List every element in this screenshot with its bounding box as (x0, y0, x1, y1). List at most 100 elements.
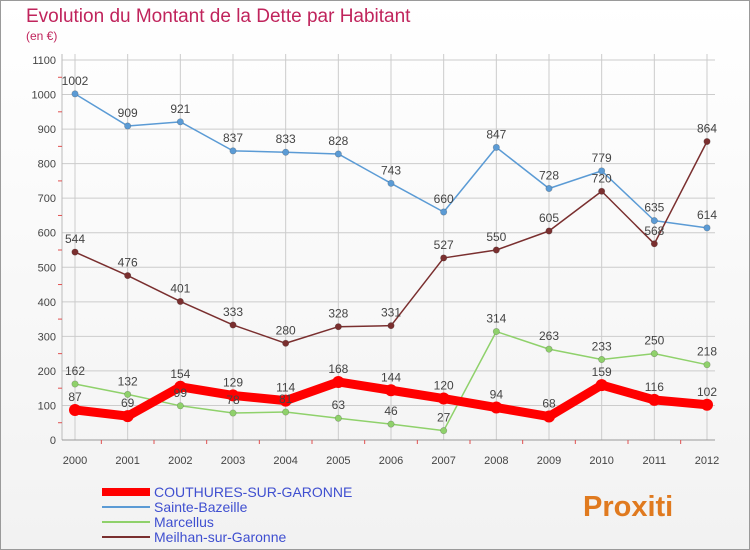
data-point (490, 401, 503, 414)
chart-title: Evolution du Montant de la Dette par Hab… (26, 6, 411, 27)
data-label: 144 (381, 370, 401, 384)
data-point (332, 375, 345, 388)
data-label: 63 (332, 398, 346, 412)
data-label: 864 (697, 122, 717, 136)
data-label: 102 (697, 385, 717, 399)
data-label: 132 (118, 374, 138, 388)
data-label: 81 (279, 392, 293, 406)
y-tick-label-1000: 1000 (32, 90, 56, 102)
data-point (701, 398, 713, 411)
x-tick-label-2007: 2007 (431, 455, 455, 467)
data-label: 660 (434, 192, 454, 206)
data-label: 333 (223, 305, 243, 319)
y-tick-label-800: 800 (38, 159, 56, 171)
data-label: 401 (170, 281, 190, 295)
data-point (71, 248, 79, 256)
data-point (492, 328, 500, 336)
data-label: 568 (644, 224, 664, 238)
data-label: 114 (276, 381, 295, 395)
data-label: 159 (592, 365, 612, 379)
data-label: 116 (645, 380, 664, 394)
data-point (492, 143, 500, 151)
y-tick-label-600: 600 (38, 228, 56, 240)
data-point (282, 148, 290, 156)
chart-subtitle: (en €) (26, 29, 57, 43)
data-point (440, 254, 448, 262)
data-point (174, 380, 187, 393)
data-label: 527 (434, 238, 454, 252)
data-point (598, 356, 606, 364)
data-point (229, 409, 237, 417)
data-point (545, 185, 553, 193)
data-point (385, 384, 397, 397)
x-tick-label-2009: 2009 (537, 455, 561, 467)
x-tick-label-2008: 2008 (484, 455, 508, 467)
y-tick-label-1100: 1100 (32, 55, 56, 67)
data-label: 550 (486, 230, 506, 244)
data-point (282, 408, 290, 416)
data-label: 68 (542, 397, 556, 411)
data-point (703, 224, 711, 232)
data-point (437, 392, 450, 405)
data-label: 605 (539, 211, 559, 225)
data-point (229, 147, 237, 155)
data-labels: 87 69 154 129 114 168 144 120 94 68 159 116 102 1002 9… (62, 74, 718, 425)
data-label: 99 (174, 386, 188, 400)
data-point (282, 339, 290, 347)
data-point (176, 402, 184, 410)
data-label: 154 (170, 367, 190, 381)
data-point (124, 390, 132, 398)
data-point (440, 427, 448, 435)
data-point (124, 272, 132, 280)
series-lines (69, 90, 713, 435)
data-point (650, 350, 658, 358)
data-label: 743 (381, 163, 401, 177)
data-label: 720 (592, 171, 612, 185)
x-tick-label-2006: 2006 (379, 455, 403, 467)
x-tick-label-2011: 2011 (643, 455, 667, 467)
data-label: 837 (223, 131, 243, 145)
data-point (121, 410, 134, 423)
data-label: 162 (65, 364, 85, 378)
data-label: 263 (539, 329, 559, 343)
data-point (703, 361, 711, 369)
legend-label-3: Meilhan-sur-Garonne (154, 529, 286, 545)
logo-text: Proxiti (583, 491, 673, 523)
data-point (334, 414, 342, 422)
data-label: 909 (118, 106, 138, 120)
data-point (124, 122, 132, 130)
data-label: 250 (644, 334, 664, 348)
data-point (598, 167, 606, 175)
data-label: 828 (328, 134, 348, 148)
data-point (227, 389, 239, 402)
data-label: 87 (68, 390, 82, 404)
legend-label-0: COUTHURES-SUR-GARONNE (154, 484, 352, 500)
x-tick-label-2000: 2000 (63, 455, 87, 467)
data-point (545, 227, 553, 235)
data-label: 921 (170, 102, 190, 116)
data-label: 27 (437, 411, 451, 425)
data-point (648, 393, 661, 406)
data-label: 218 (697, 345, 717, 359)
x-tick-label-2001: 2001 (115, 455, 139, 467)
x-tick-label-2003: 2003 (221, 455, 245, 467)
data-point (595, 379, 608, 392)
data-label: 46 (384, 404, 398, 418)
data-label: 328 (328, 307, 348, 321)
axes: 0 100 200 300 400 500 600 700 800 900 1000 1100 2000… (32, 54, 719, 467)
y-tick-label-900: 900 (38, 124, 56, 136)
data-label: 94 (490, 388, 504, 402)
x-tick-label-2005: 2005 (326, 455, 350, 467)
y-tick-label-100: 100 (38, 400, 56, 412)
data-label: 314 (486, 312, 506, 326)
data-point (69, 403, 81, 416)
data-label: 779 (592, 151, 612, 165)
x-tick-label-2002: 2002 (168, 455, 192, 467)
data-point (334, 150, 342, 158)
data-label: 69 (121, 396, 135, 410)
y-tick-label-400: 400 (38, 297, 56, 309)
data-point (229, 321, 237, 329)
data-label: 78 (226, 393, 240, 407)
data-label: 544 (65, 232, 85, 246)
